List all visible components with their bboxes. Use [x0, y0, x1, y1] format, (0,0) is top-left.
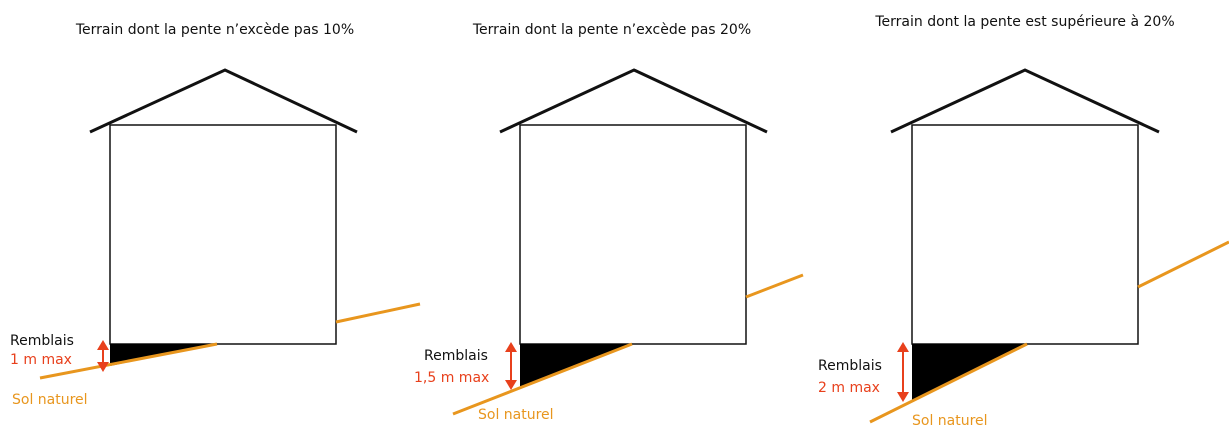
roof — [499, 68, 768, 134]
roof — [890, 68, 1160, 134]
ground-label: Sol naturel — [912, 413, 988, 428]
arrow-head — [897, 392, 909, 402]
roof — [89, 68, 358, 134]
ground-line — [452, 342, 633, 416]
panel: Terrain dont la pente est supérieure à 2… — [818, 14, 1229, 428]
fill-label: Remblais — [818, 358, 882, 374]
ground-line — [1137, 240, 1229, 289]
arrow-head — [97, 362, 109, 372]
arrow-head — [897, 342, 909, 352]
ground-label: Sol naturel — [478, 407, 554, 423]
ground-line — [335, 302, 421, 324]
house — [109, 124, 337, 345]
max-label: 1,5 m max — [414, 370, 489, 386]
ground-line — [869, 342, 1028, 424]
panel: Terrain dont la pente n’excède pas 20% R… — [414, 22, 804, 423]
arrow-head — [505, 380, 517, 390]
house — [519, 124, 747, 345]
fill-label: Remblais — [10, 333, 74, 349]
ground-line — [745, 273, 804, 299]
panel: Terrain dont la pente n’excède pas 10% R… — [10, 22, 421, 408]
ground-line — [39, 342, 218, 380]
panel-title: Terrain dont la pente est supérieure à 2… — [874, 14, 1174, 30]
arrow-head — [505, 342, 517, 352]
max-label: 2 m max — [818, 380, 880, 396]
panel-title: Terrain dont la pente n’excède pas 20% — [472, 22, 751, 38]
max-label: 1 m max — [10, 352, 72, 368]
house — [911, 124, 1139, 345]
fill-label: Remblais — [424, 348, 488, 364]
panel-title: Terrain dont la pente n’excède pas 10% — [75, 22, 354, 38]
arrow-head — [97, 340, 109, 350]
ground-label: Sol naturel — [12, 392, 88, 408]
